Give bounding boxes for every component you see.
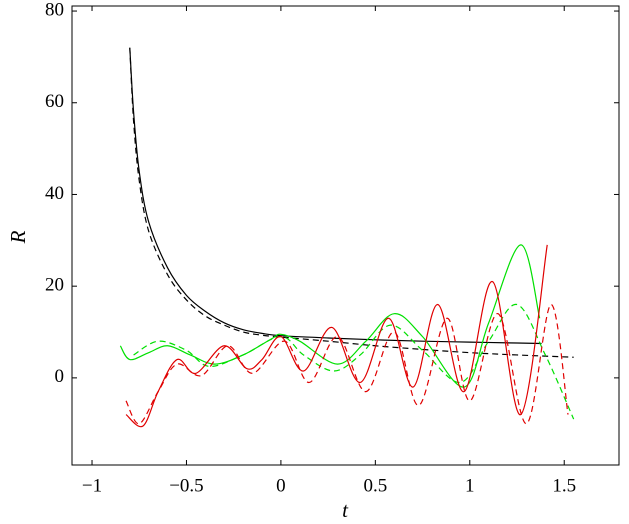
y-axis-label: R: [6, 230, 30, 244]
x-tick-label: 1: [465, 475, 475, 496]
line-series: [129, 47, 542, 345]
x-tick-label: 0: [276, 475, 286, 496]
y-tick-label: 0: [55, 366, 65, 387]
x-axis-label: t: [342, 498, 349, 522]
y-tick-label: 80: [45, 0, 64, 20]
line-series: [125, 303, 569, 425]
line-series: [133, 303, 575, 420]
y-tick-label: 20: [45, 275, 64, 296]
x-tick-label: −1: [82, 475, 102, 496]
y-tick-label: 60: [45, 91, 64, 112]
x-tick-label: 0.5: [363, 475, 387, 496]
line-series: [125, 244, 548, 428]
y-tick-label: 40: [45, 183, 64, 204]
x-tick-label: −0.5: [169, 475, 203, 496]
x-tick-label: 1.5: [552, 475, 576, 496]
plot-frame: [71, 5, 620, 466]
